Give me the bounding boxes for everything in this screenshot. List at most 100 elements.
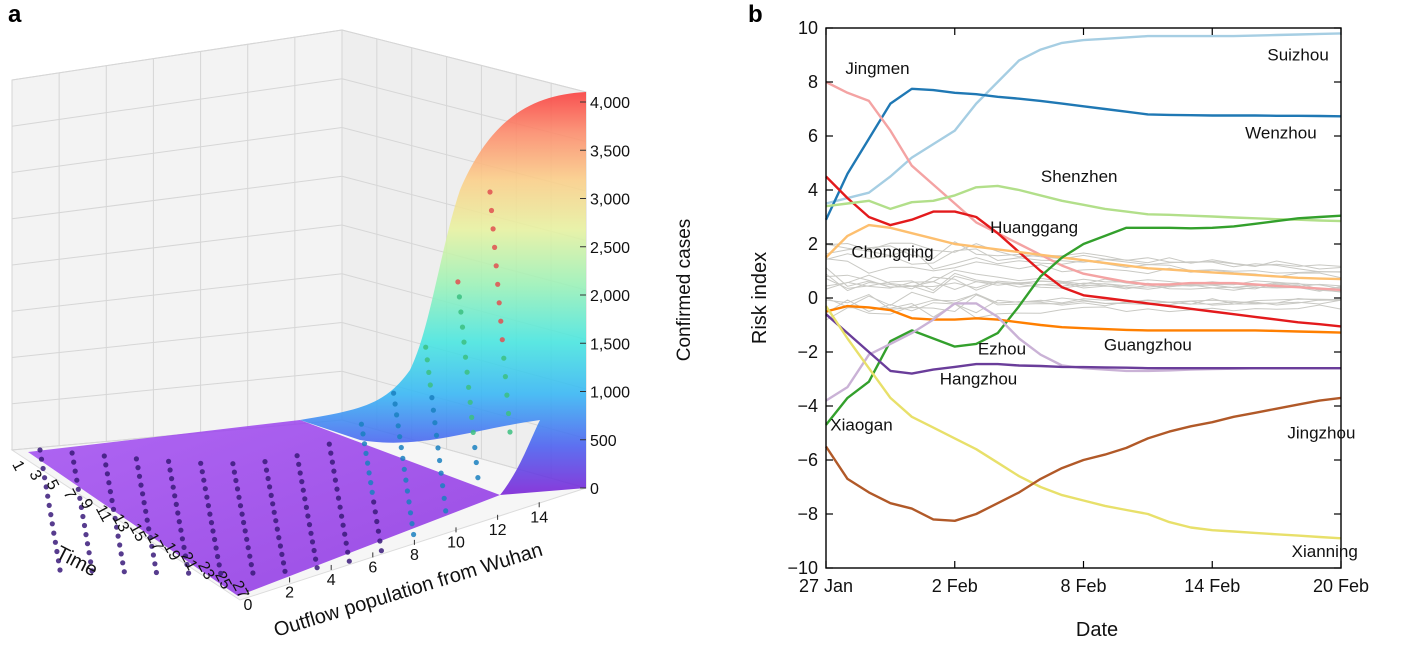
observed-point [117,542,123,548]
observed-point [138,482,144,488]
observed-point [150,552,156,558]
panel-b-risk-index-chart: b 10 8 6 4 2 0 −2 −4 −6 −8 −10 27 Jan 2 Feb 8 Feb 14 … [748,1,1369,641]
y-tick-label: −2 [797,342,818,362]
observed-point [395,423,401,429]
observed-point [435,445,441,451]
observed-point [493,263,499,269]
series-line-huanggang [825,175,1342,328]
observed-point [302,496,308,502]
observed-point [178,527,184,533]
y-tick-label: 15 [126,521,149,545]
observed-point [346,558,352,564]
observed-point [146,526,152,532]
observed-point [464,369,470,375]
series-label-xianning: Xianning [1292,542,1358,561]
observed-point [241,519,247,526]
observed-point [267,484,273,490]
observed-point [236,494,242,500]
observed-point [176,519,182,525]
series-line-suizhou [825,32,1342,205]
observed-point [199,469,205,475]
observed-point [110,506,117,512]
background-series [825,241,1342,321]
observed-point [115,533,121,539]
observed-point [233,477,239,484]
observed-point [78,504,84,510]
observed-point [406,499,412,505]
observed-point [424,357,430,363]
series-lines [824,32,1342,540]
observed-point [230,461,236,467]
observed-point [184,561,190,568]
series-label-hangzhou: Hangzhou [940,369,1018,388]
series-line-wenzhou [824,87,1342,221]
series-label-jingmen: Jingmen [845,59,909,78]
y-tick-label: 25 [211,569,234,593]
y-axis-title: Time [52,542,101,581]
observed-point [469,414,475,420]
grid-line [11,322,343,358]
observed-point [208,520,215,526]
panel-b: b 10 8 6 4 2 0 −2 −4 −6 −8 −10 27 Jan 2 Feb 8 Feb 14 … [740,0,1409,641]
observed-point [198,460,204,466]
observed-point [306,522,313,528]
y-tick-label: −6 [797,450,818,470]
x-axis-ticks: 27 Jan 2 Feb 8 Feb 14 Feb 20 Feb [799,28,1369,596]
observed-point [121,569,127,575]
grid-line [341,29,587,93]
observed-point [181,544,187,551]
observed-point [45,493,51,499]
observed-point [80,513,86,520]
series-label-suizhou: Suizhou [1267,45,1328,64]
observed-point [314,565,320,571]
series-line-xianning [825,305,1342,540]
observed-case-points [37,189,513,577]
observed-point [499,337,505,343]
observed-point [462,354,469,360]
observed-point [407,510,414,516]
observed-point [247,553,253,559]
series-line-xiaogan [825,214,1342,426]
background-series-line [825,241,1342,267]
observed-point [212,536,218,543]
observed-point [265,475,271,482]
surface-floor [28,420,500,596]
x-axis: 0 2 4 6 8 10 12 14 [244,502,548,614]
observed-point [339,513,345,519]
observed-point [274,526,280,532]
observed-point [365,460,371,466]
series-line-shenzhen [825,184,1342,223]
observed-point [37,447,43,453]
observed-point [120,560,126,566]
y-axis-ticks: 10 8 6 4 2 0 −2 −4 −6 −8 −10 [787,18,1341,578]
observed-point [77,495,83,501]
grid-line [11,370,343,405]
series-label-ezhou: Ezhou [978,340,1026,359]
z-tick-label: 3,500 [590,143,630,160]
observed-point [271,509,277,515]
observed-point [231,469,237,475]
y-axis-title: Risk index [749,252,771,344]
observed-point [470,429,476,435]
observed-point [273,518,279,524]
observed-point [166,458,172,464]
observed-point [215,553,221,560]
observed-point [101,453,107,459]
y-tick-label: 0 [808,288,818,308]
observed-point [358,421,364,427]
observed-point [103,462,109,468]
observed-point [467,399,473,405]
observed-point [296,461,302,467]
observed-point [248,562,254,568]
observed-point [51,530,57,536]
observed-point [305,513,311,519]
observed-point [502,374,508,380]
observed-point [432,420,438,426]
z-tick-label: 2,000 [590,288,630,305]
y-tick-label: 10 [798,18,818,38]
observed-point [409,521,415,527]
z-tick-label: 3,000 [590,192,630,209]
series-line-guangzhou [825,304,1342,334]
observed-point [268,492,274,498]
observed-point [114,524,120,530]
